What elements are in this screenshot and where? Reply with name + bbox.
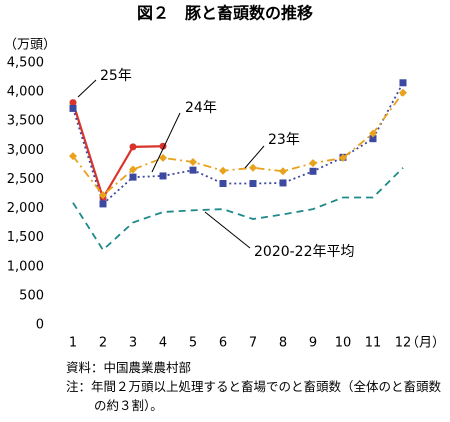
marker <box>129 173 137 181</box>
leader-line <box>244 145 265 169</box>
marker <box>309 159 317 168</box>
marker <box>99 191 107 200</box>
series-line <box>72 82 404 206</box>
y-axis-label: （万頭） <box>4 38 56 53</box>
note: 注：年間２万頭以上処理すると畜場でのと畜頭数（全体のと畜頭数の約３割）。 <box>66 379 442 413</box>
legend-label: 25年 <box>100 68 132 84</box>
chart-title: 図２ 豚と畜頭数の推移 <box>137 4 313 23</box>
series-line <box>72 167 404 252</box>
marker <box>69 104 77 112</box>
x-tick-label: 3 <box>129 336 137 351</box>
marker <box>129 143 137 151</box>
y-tick-label: 500 <box>19 288 44 303</box>
x-tick-label: 1 <box>69 336 77 351</box>
series-line <box>71 102 164 201</box>
x-tick-label: 10 <box>335 336 352 351</box>
marker <box>369 129 377 138</box>
marker <box>339 153 347 162</box>
x-tick-label: 2 <box>99 336 107 351</box>
marker <box>129 165 137 174</box>
series-line <box>72 92 404 197</box>
marker <box>249 163 257 172</box>
marker <box>159 153 167 162</box>
y-tick-label: 1,000 <box>7 259 44 274</box>
marker <box>99 200 107 208</box>
legend-label: 23年 <box>268 132 300 148</box>
marker <box>309 167 317 175</box>
marker <box>399 88 407 97</box>
note: 資料：中国農業農村部 <box>66 360 192 375</box>
marker <box>279 179 287 187</box>
legend-label: 24年 <box>185 100 217 116</box>
y-tick-label: 3,500 <box>7 114 44 129</box>
marker <box>219 180 227 188</box>
x-tick-label: 11 <box>365 336 382 351</box>
marker <box>69 99 77 107</box>
y-tick-label: 4,000 <box>7 85 44 100</box>
x-axis-label: （月） <box>406 336 445 351</box>
notes: 資料：中国農業農村部注：年間２万頭以上処理すると畜場でのと畜頭数（全体のと畜頭数… <box>66 358 446 415</box>
y-tick-label: 0 <box>36 318 44 333</box>
marker <box>189 166 197 174</box>
y-tick-label: 3,000 <box>7 143 44 158</box>
x-tick-label: 6 <box>219 336 227 351</box>
leader-line <box>151 112 181 173</box>
x-tick-label: 7 <box>249 336 257 351</box>
y-tick-label: 1,500 <box>7 230 44 245</box>
chart: 図２ 豚と畜頭数の推移 （万頭） （月） 0 500 1,000 1,500 2,000… <box>4 4 445 351</box>
x-tick-label: 9 <box>309 336 317 351</box>
marker <box>249 180 257 188</box>
marker <box>399 79 407 87</box>
x-tick-label: 12 <box>395 336 412 351</box>
y-tick-label: 4,500 <box>7 56 44 71</box>
marker <box>69 152 77 161</box>
marker <box>279 167 287 176</box>
x-tick-label: 4 <box>159 336 167 351</box>
x-tick-label: 5 <box>189 336 197 351</box>
x-tick-label: 8 <box>279 336 287 351</box>
leader-line <box>77 79 97 98</box>
marker <box>369 135 377 143</box>
legend-label: 2020-22年平均 <box>254 244 355 260</box>
y-tick-label: 2,000 <box>7 201 44 216</box>
y-tick-label: 2,500 <box>7 172 44 187</box>
leader-line <box>204 211 251 249</box>
marker <box>189 157 197 166</box>
marker <box>159 172 167 180</box>
marker <box>219 166 227 175</box>
